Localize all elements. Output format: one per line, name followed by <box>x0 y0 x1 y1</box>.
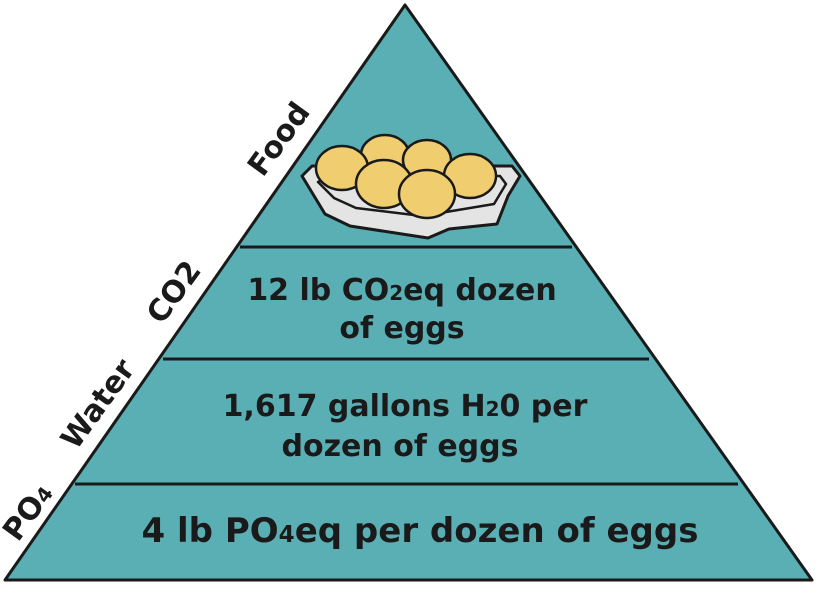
water-line-2: dozen of eggs <box>282 429 519 464</box>
po4-line-1: 4 lb PO4eq per dozen of eggs <box>142 511 699 551</box>
co2-line-2: of eggs <box>339 311 464 346</box>
water-line-1: 1,617 gallons H20 per <box>223 389 588 424</box>
pyramid-shape <box>3 3 814 582</box>
egg-carton-icon <box>300 133 522 240</box>
co2-line-1: 12 lb CO2eq dozen <box>247 273 556 308</box>
